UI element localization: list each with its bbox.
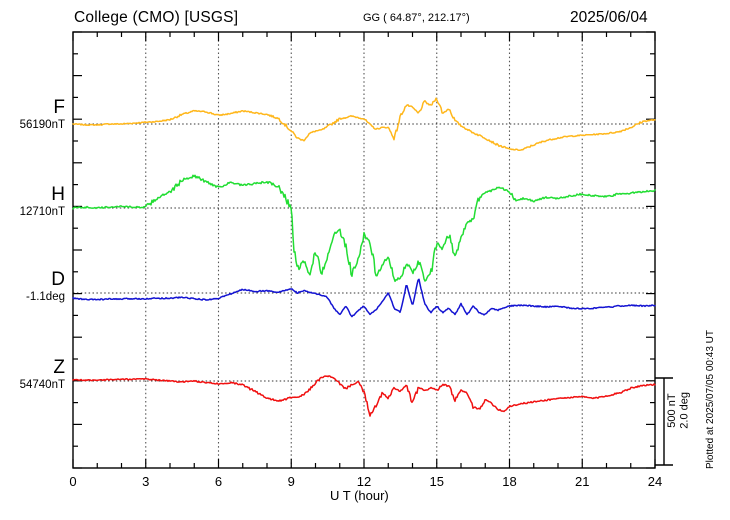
component-name-F: F xyxy=(53,97,65,118)
trace-D xyxy=(72,278,656,318)
component-label-F: F 56190nT xyxy=(20,98,65,134)
x-tick-label-21: 21 xyxy=(575,474,590,489)
component-name-D: D xyxy=(51,269,65,290)
component-label-H: H 12710nT xyxy=(20,185,65,221)
component-label-D: D -1.1deg xyxy=(26,270,65,306)
component-name-Z: Z xyxy=(53,357,65,378)
component-baseline-H: 12710nT xyxy=(19,206,65,218)
x-tick-label-3: 3 xyxy=(142,474,150,489)
observation-date: 2025/06/04 xyxy=(570,9,648,26)
scale-bar xyxy=(655,377,673,466)
trace-H xyxy=(72,174,656,283)
trace-F xyxy=(72,97,656,152)
x-tick-label-6: 6 xyxy=(214,474,223,489)
x-tick-label-9: 9 xyxy=(287,474,295,489)
x-tick-label-18: 18 xyxy=(502,474,517,489)
x-tick-label-0: 0 xyxy=(69,474,77,489)
component-baseline-F: 56190nT xyxy=(19,119,65,131)
gridlines xyxy=(73,32,655,468)
geographic-coordinates: GG ( 64.87°, 212.17°) xyxy=(363,12,470,24)
x-tick-label-24: 24 xyxy=(647,474,663,489)
station-title: College (CMO) [USGS] xyxy=(74,9,239,26)
data-traces xyxy=(72,97,656,417)
component-label-Z: Z 54740nT xyxy=(20,358,65,394)
x-tick-label-15: 15 xyxy=(429,474,444,489)
component-baseline-D: -1.1deg xyxy=(25,291,65,303)
x-tick-label-12: 12 xyxy=(356,474,372,489)
axis-ticks xyxy=(72,31,656,469)
component-baseline-Z: 54740nT xyxy=(19,379,65,391)
trace-Z xyxy=(72,375,656,417)
x-axis-title: U T (hour) xyxy=(330,488,389,503)
component-name-H: H xyxy=(51,184,65,205)
